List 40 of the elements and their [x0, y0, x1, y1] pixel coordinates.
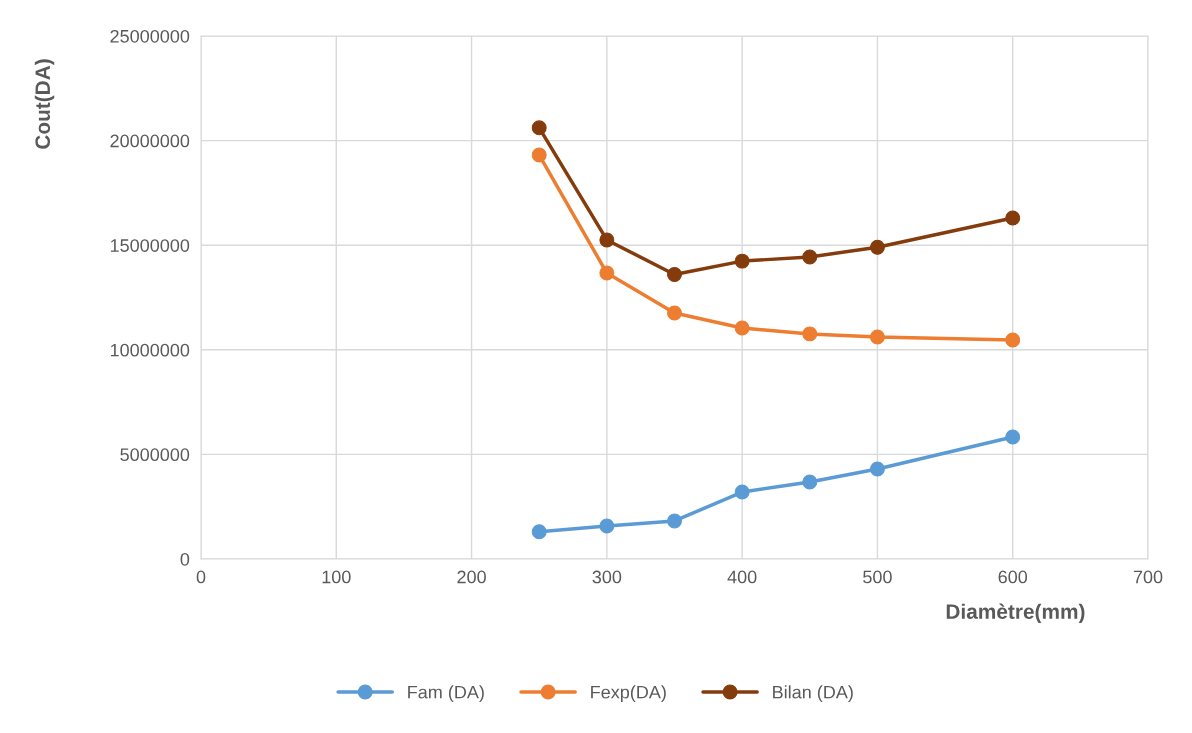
point: [802, 474, 818, 490]
point: [531, 524, 547, 540]
y-tick-label: 25000000: [110, 29, 190, 43]
x-axis-title: Diamètre(mm): [946, 603, 1085, 624]
y-axis-title: Cout(DA): [34, 59, 55, 149]
point: [734, 484, 750, 500]
legend-label: Fam (DA): [408, 685, 484, 703]
point: [531, 120, 547, 136]
x-tick-label: 500: [863, 570, 892, 584]
point: [667, 513, 682, 529]
x-tick-label: 600: [998, 570, 1028, 584]
point: [802, 249, 818, 265]
x-tick-label: 400: [727, 570, 757, 584]
point: [667, 267, 682, 282]
y-tick-label: 20000000: [110, 134, 190, 148]
legend-label: Bilan (DA): [773, 685, 853, 703]
y-tick-label: 5000000: [120, 448, 190, 462]
point: [599, 265, 615, 281]
x-tick-label: 300: [592, 570, 622, 584]
point: [599, 518, 615, 534]
point: [1005, 429, 1021, 445]
point: [869, 461, 885, 477]
x-tick-label: 100: [322, 570, 351, 584]
y-tick-label: 15000000: [110, 239, 190, 252]
x-tick-label: 0: [196, 570, 206, 584]
point: [1005, 210, 1021, 226]
point: [531, 147, 547, 163]
point: [734, 253, 750, 269]
point: [869, 329, 885, 345]
point: [667, 305, 682, 321]
point: [734, 320, 750, 336]
point: [1005, 332, 1021, 348]
x-tick-label: 700: [1133, 570, 1163, 584]
y-tick-label: 10000000: [110, 343, 190, 357]
x-tick-label: 200: [457, 570, 486, 584]
point: [869, 239, 885, 255]
y-tick-label: 0: [180, 552, 190, 566]
point: [599, 232, 615, 248]
legend-label: Fexp(DA): [591, 685, 666, 703]
point: [802, 326, 818, 342]
